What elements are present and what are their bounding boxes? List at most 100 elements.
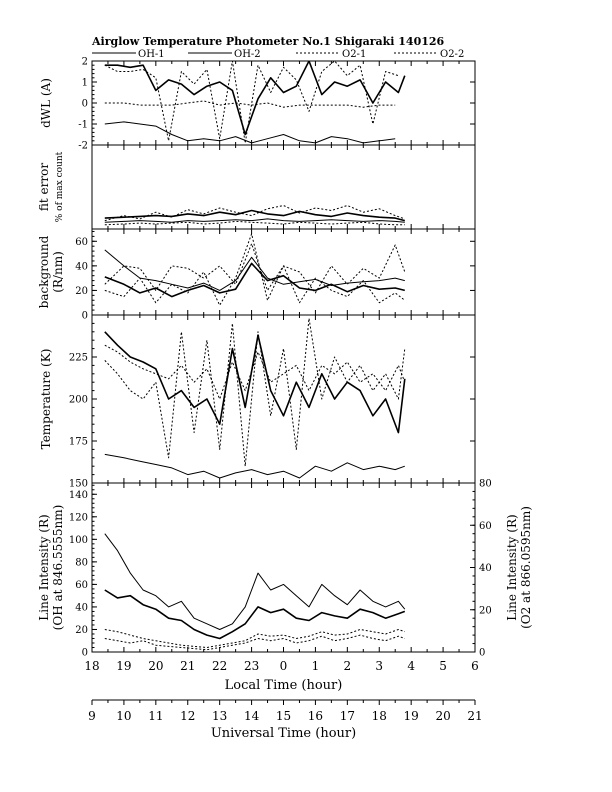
panel-frame [91,228,476,316]
ut-tick-label: 14 [244,709,260,723]
y-tick-label: 60 [75,237,88,248]
series-o2-2-line [104,243,406,294]
y-tick-label: 100 [69,535,88,546]
local-time-tick-label: 18 [84,659,99,673]
legend-label-oh-2: OH-2 [234,49,261,60]
legend-label-o2-2: O2-2 [440,49,464,60]
series-oh-2-line [104,209,406,222]
panel-frame [91,482,476,653]
chart-title: Airglow Temperature Photometer No.1 Shig… [91,35,445,48]
y-right-tick-label: 80 [479,479,492,490]
series-group [104,61,406,144]
series-o2-1-line [104,317,406,467]
y-tick-label: 20 [75,286,88,297]
local-time-tick-label: 21 [180,659,195,673]
y-tick-label: 40 [75,602,88,613]
y-tick-label: 2 [82,57,88,68]
y-tick-label: 20 [75,625,88,636]
y-tick-label: 0 [82,311,88,322]
series-o2-1-line [104,220,405,226]
series-oh-1-line [104,533,406,630]
series-oh-1-line [104,121,396,144]
series-o2-1-line [104,100,396,108]
panel-intensity: 0 20 40 60 80 100 120 140 0 20 40 60 80 Line Intensit… [37,479,533,659]
series-o2-2-line [104,629,405,648]
series-oh-1-line [104,453,405,479]
ut-tick-label: 9 [88,709,96,723]
panels: -2 -1 0 1 2 dWL (A) fit error % of max count 0 20… [37,57,533,659]
local-time-tick-label: 2 [344,659,352,673]
y-right-axis-label-line2: (O2 at 866.0595nm) [519,506,533,629]
panel-background: 0 20 40 60 background (R/nm) [37,228,476,322]
series-o2-1-line [104,634,405,651]
ut-axis-label: Universal Time (hour) [211,726,356,741]
ut-tick-label: 11 [148,709,163,723]
series-o2-2-line [104,205,405,222]
ut-tick-label: 12 [180,709,195,723]
local-time-tick-label: 23 [244,659,259,673]
legend-label-oh-1: OH-1 [138,49,165,60]
series-group [104,205,406,226]
y-right-tick-label: 20 [479,605,492,616]
y-axis-label: fit error [37,163,51,211]
y-axis-label-line2: (OH at 846.5555nm) [51,505,65,631]
ut-tick-label: 17 [340,709,355,723]
y-tick-label: 0 [82,99,88,110]
local-time-tick-label: 22 [212,659,227,673]
series-oh-2-line [104,262,405,298]
panel-frame [91,60,476,146]
y-tick-label: 120 [69,512,88,523]
y-tick-label: 140 [69,490,88,501]
ut-tick-label: 20 [435,709,450,723]
panel-dwl: -2 -1 0 1 2 dWL (A) [39,57,476,152]
panel-temperature: 150 175 200 225 Temperature (K) [39,314,476,490]
local-time-tick-label: 6 [471,659,479,673]
y-axis-label-line2: (R/nm) [51,251,65,293]
series-o2-2-line [104,61,399,144]
y-tick-label: -2 [78,141,88,152]
y-tick-label: 175 [69,437,88,448]
y-tick-label: 60 [75,580,88,591]
series-group [104,233,406,306]
legend: OH-1 OH-2 O2-1 O2-2 [92,49,464,60]
y-axis-label: background [37,235,51,308]
y-right-axis-label: Line Intensity (R) [505,514,519,620]
series-oh-1-line [104,218,405,223]
panel-frame [91,314,476,484]
panel-fit: fit error % of max count [37,144,476,230]
y-tick-label: -1 [78,120,88,131]
series-oh-2-line [104,61,406,136]
y-tick-label: 80 [75,557,88,568]
legend-label-o2-1: O2-1 [342,49,366,60]
local-time-tick-label: 0 [280,659,288,673]
series-group [104,533,406,651]
local-time-tick-label: 1 [312,659,320,673]
y-axis-label: dWL (A) [39,78,53,128]
series-oh-2-line [104,331,406,434]
series-oh-2-line [104,589,406,640]
ut-tick-label: 15 [276,709,291,723]
y-tick-label: 150 [69,479,88,490]
y-axis-label: Line Intensity (R) [37,514,51,620]
local-time-tick-label: 5 [439,659,447,673]
ut-tick-label: 18 [372,709,387,723]
local-time-axis-label: Local Time (hour) [225,678,343,693]
ut-tick-label: 21 [467,709,482,723]
series-group [104,317,406,479]
y-tick-label: 0 [82,648,88,659]
y-tick-label: 40 [75,261,88,272]
y-tick-label: 200 [69,395,88,406]
y-tick-label: 225 [69,353,88,364]
local-time-tick-label: 20 [148,659,163,673]
y-right-tick-label: 0 [479,648,485,659]
ut-tick-label: 10 [116,709,131,723]
local-time-tick-label: 4 [407,659,415,673]
y-axis-label: Temperature (K) [39,349,53,450]
local-time-tick-label: 19 [116,659,131,673]
y-tick-label: 1 [82,78,88,89]
local-time-tick-label: 3 [375,659,383,673]
ut-tick-label: 13 [212,709,227,723]
y-axis-label-line2: % of max count [55,151,65,222]
